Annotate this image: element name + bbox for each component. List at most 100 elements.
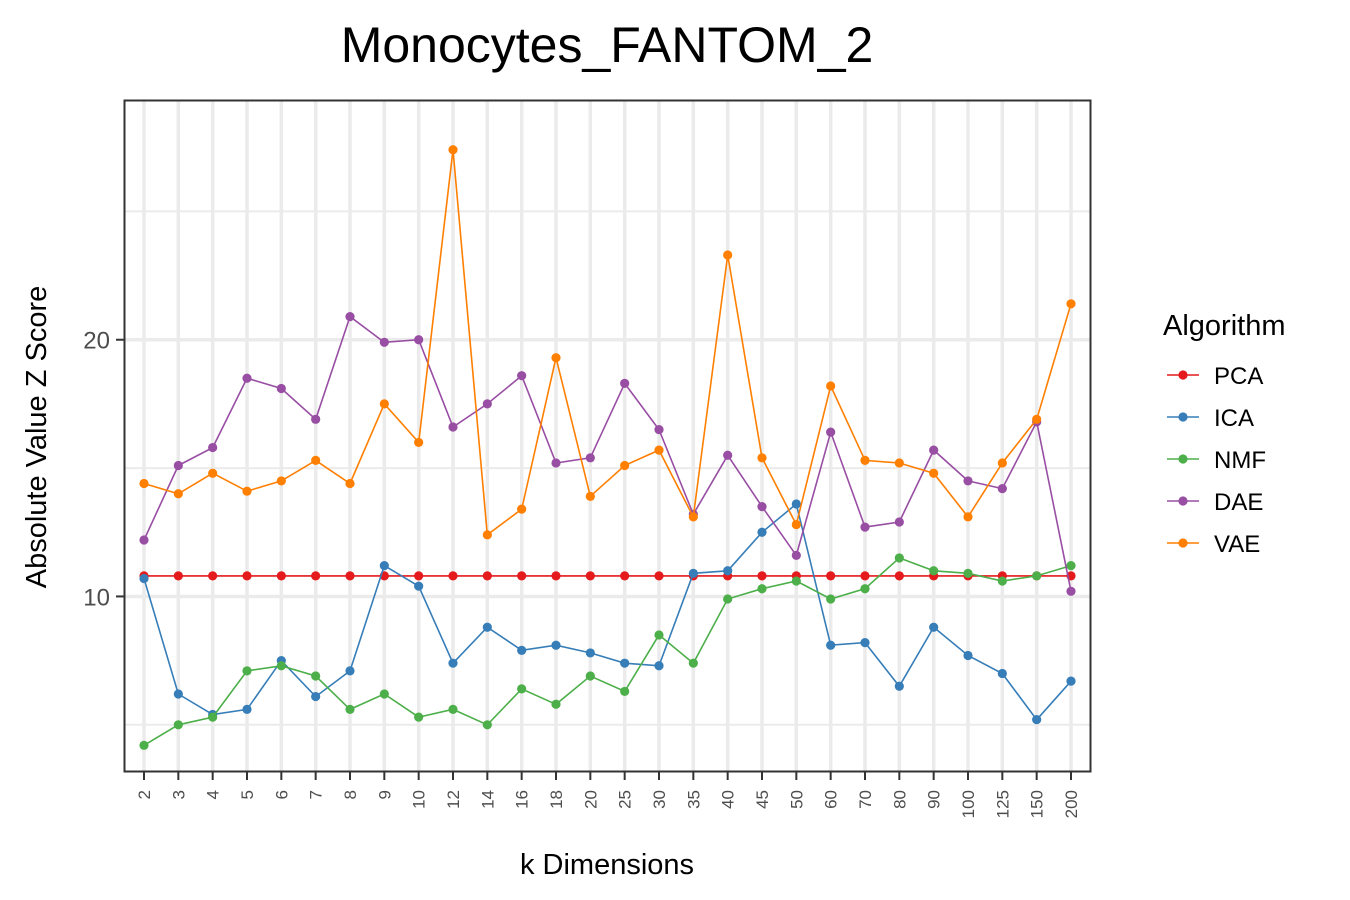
x-tick-label: 60 bbox=[822, 790, 841, 809]
data-point bbox=[997, 484, 1007, 494]
data-point bbox=[448, 571, 458, 581]
data-point bbox=[208, 712, 218, 722]
data-point bbox=[379, 337, 389, 347]
data-point bbox=[826, 427, 836, 437]
data-point bbox=[654, 571, 664, 581]
series-layer bbox=[139, 145, 1076, 750]
legend-key-point bbox=[1178, 538, 1188, 548]
legend-item-ica: ICA bbox=[1167, 405, 1254, 432]
x-tick-label: 12 bbox=[444, 790, 463, 809]
data-point bbox=[620, 686, 630, 697]
data-point bbox=[414, 335, 424, 345]
data-point bbox=[379, 689, 389, 699]
data-point bbox=[482, 622, 492, 632]
data-point bbox=[551, 458, 561, 468]
data-point bbox=[620, 460, 630, 471]
panel-border bbox=[123, 99, 1092, 773]
x-tick-label: 80 bbox=[890, 790, 909, 809]
data-point bbox=[448, 145, 458, 155]
series-line-nmf bbox=[143, 556, 1072, 746]
data-point bbox=[791, 519, 801, 530]
data-point bbox=[1066, 586, 1076, 596]
legend-label: PCA bbox=[1214, 363, 1263, 390]
x-tick-label: 16 bbox=[513, 790, 532, 809]
data-point bbox=[311, 671, 321, 681]
x-tick-label: 6 bbox=[272, 790, 291, 799]
x-tick-label: 18 bbox=[547, 790, 566, 809]
data-point bbox=[929, 468, 939, 478]
data-point bbox=[620, 378, 630, 388]
chart-title: Monocytes_FANTOM_2 bbox=[341, 17, 874, 73]
data-point bbox=[482, 720, 492, 730]
y-tick-label: 10 bbox=[83, 584, 110, 611]
x-tick-label: 25 bbox=[616, 790, 635, 809]
data-point bbox=[791, 550, 801, 560]
data-point bbox=[517, 504, 527, 514]
data-point bbox=[826, 571, 836, 581]
x-tick-label: 40 bbox=[719, 790, 738, 809]
data-point bbox=[242, 704, 252, 714]
x-tick-label: 10 bbox=[410, 790, 429, 809]
data-point bbox=[139, 740, 149, 750]
data-point bbox=[276, 571, 286, 581]
series-line-dae bbox=[143, 315, 1072, 592]
y-axis-title: Absolute Value Z Score bbox=[21, 286, 53, 589]
data-point bbox=[414, 712, 424, 722]
data-point bbox=[1032, 414, 1042, 424]
legend-item-dae: DAE bbox=[1167, 489, 1263, 516]
x-tick-label: 70 bbox=[856, 790, 875, 809]
data-point bbox=[860, 455, 870, 465]
data-point bbox=[551, 640, 561, 650]
data-point bbox=[482, 399, 492, 409]
data-point bbox=[688, 658, 698, 668]
data-point bbox=[345, 312, 355, 322]
x-tick-label: 100 bbox=[959, 790, 978, 818]
y-tick-label: 20 bbox=[83, 328, 110, 355]
data-point bbox=[894, 458, 904, 468]
data-point bbox=[517, 645, 527, 655]
data-point bbox=[448, 422, 458, 432]
data-point bbox=[173, 720, 183, 730]
data-point bbox=[551, 571, 561, 581]
data-point bbox=[585, 648, 595, 658]
data-point bbox=[414, 581, 424, 591]
legend-key-point bbox=[1178, 412, 1188, 422]
data-point bbox=[551, 699, 561, 709]
data-point bbox=[585, 491, 595, 501]
data-point bbox=[791, 499, 801, 509]
x-axis-title: k Dimensions bbox=[520, 849, 694, 881]
data-point bbox=[723, 566, 733, 576]
data-point bbox=[620, 571, 630, 581]
data-point bbox=[517, 371, 527, 381]
data-point bbox=[997, 668, 1007, 679]
x-tick-label: 50 bbox=[787, 790, 806, 809]
data-point bbox=[757, 453, 767, 463]
data-point bbox=[757, 501, 767, 512]
data-point bbox=[414, 437, 424, 448]
axes: 2 3 4 5 6 7 8 9 10 12 14 16 18 20 25 30 35 40 45 50 60 70 80 90… bbox=[83, 328, 1081, 819]
series-line-vae bbox=[143, 149, 1072, 537]
data-point bbox=[379, 561, 389, 571]
data-point bbox=[963, 476, 973, 486]
data-point bbox=[242, 486, 252, 496]
data-point bbox=[208, 468, 218, 478]
legend-item-vae: VAE bbox=[1167, 531, 1260, 558]
data-point bbox=[860, 571, 870, 581]
data-point bbox=[276, 476, 286, 486]
x-tick-label: 90 bbox=[925, 790, 944, 809]
data-point bbox=[757, 527, 767, 537]
data-point bbox=[894, 571, 904, 581]
legend-item-nmf: NMF bbox=[1167, 447, 1266, 474]
legend-label: VAE bbox=[1214, 531, 1260, 558]
data-point bbox=[723, 250, 733, 260]
series-vae bbox=[139, 145, 1076, 540]
data-point bbox=[311, 691, 321, 702]
data-point bbox=[242, 373, 252, 383]
data-point bbox=[757, 571, 767, 581]
data-point bbox=[345, 704, 355, 714]
data-point bbox=[173, 571, 183, 581]
grid bbox=[125, 101, 1090, 771]
data-point bbox=[757, 584, 767, 594]
data-point bbox=[379, 399, 389, 409]
data-point bbox=[448, 704, 458, 714]
